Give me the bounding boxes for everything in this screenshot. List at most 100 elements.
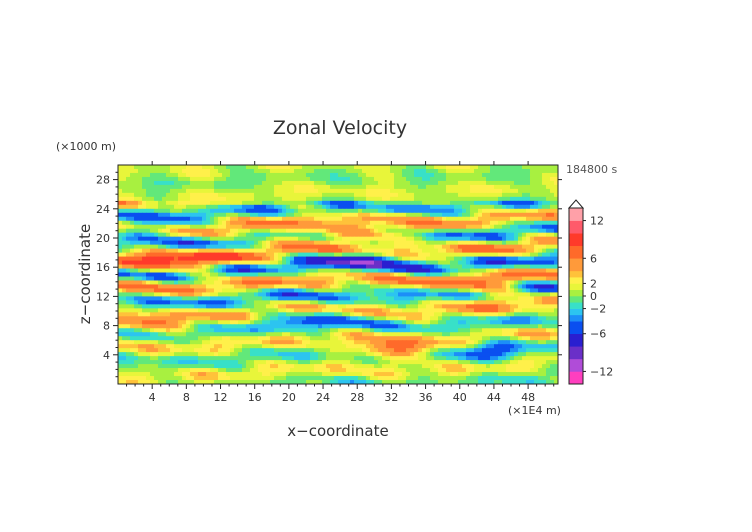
heatmap-cell	[118, 240, 123, 246]
heatmap-cell	[202, 304, 207, 309]
heatmap-cell	[286, 236, 291, 242]
heatmap-cell	[550, 316, 555, 321]
heatmap-cell	[226, 165, 231, 170]
heatmap-cell	[282, 260, 287, 265]
heatmap-cell	[278, 336, 283, 341]
heatmap-cell	[434, 260, 439, 265]
heatmap-cell	[386, 340, 391, 345]
heatmap-cell	[210, 292, 215, 297]
heatmap-cell	[430, 256, 435, 261]
heatmap-cell	[474, 240, 479, 246]
heatmap-cell	[462, 316, 467, 321]
heatmap-cell	[122, 240, 127, 246]
heatmap-cell	[450, 288, 455, 293]
heatmap-cell	[234, 240, 239, 246]
heatmap-cell	[546, 248, 551, 253]
heatmap-cell	[282, 336, 287, 341]
heatmap-cell	[218, 204, 223, 210]
heatmap-cell	[190, 300, 195, 305]
heatmap-cell	[414, 260, 419, 265]
heatmap-cell	[330, 280, 335, 285]
heatmap-cell	[450, 172, 455, 178]
heatmap-cell	[410, 312, 415, 317]
heatmap-cell	[250, 244, 255, 250]
heatmap-cell	[406, 236, 411, 242]
heatmap-cell	[418, 244, 423, 250]
heatmap-cell	[410, 276, 415, 281]
heatmap-cell	[146, 252, 151, 257]
heatmap-cell	[298, 268, 303, 273]
heatmap-cell	[150, 312, 155, 317]
heatmap-cell	[202, 176, 207, 182]
heatmap-cell	[246, 176, 251, 182]
heatmap-cell	[274, 196, 279, 202]
heatmap-cell	[526, 188, 531, 194]
heatmap-cell	[158, 292, 163, 297]
heatmap-cell	[122, 165, 127, 170]
heatmap-cell	[230, 240, 235, 246]
heatmap-cell	[510, 228, 515, 234]
heatmap-cell	[462, 312, 467, 317]
heatmap-cell	[550, 240, 555, 246]
heatmap-cell	[146, 192, 151, 198]
heatmap-cell	[506, 324, 511, 329]
heatmap-cell	[470, 276, 475, 281]
heatmap-cell	[306, 176, 311, 182]
heatmap-cell	[186, 196, 191, 202]
heatmap-cell	[126, 320, 131, 325]
heatmap-cell	[186, 224, 191, 230]
heatmap-cell	[402, 260, 407, 265]
heatmap-cell	[206, 244, 211, 250]
heatmap-cell	[466, 292, 471, 297]
heatmap-cell	[274, 316, 279, 321]
heatmap-cell	[362, 268, 367, 273]
heatmap-cell	[442, 196, 447, 202]
heatmap-cell	[290, 165, 295, 170]
heatmap-cell	[242, 176, 247, 182]
heatmap-cell	[182, 292, 187, 297]
heatmap-cell	[362, 236, 367, 242]
heatmap-cell	[322, 260, 327, 265]
heatmap-cell	[238, 304, 243, 309]
heatmap-cell	[414, 292, 419, 297]
heatmap-cell	[182, 304, 187, 309]
heatmap-cell	[134, 304, 139, 309]
heatmap-cell	[450, 184, 455, 190]
heatmap-cell	[314, 332, 319, 337]
heatmap-cell	[146, 184, 151, 190]
heatmap-cell	[150, 336, 155, 341]
heatmap-cell	[550, 208, 555, 214]
heatmap-cell	[234, 168, 239, 174]
heatmap-cell	[522, 300, 527, 305]
heatmap-cell	[382, 176, 387, 182]
heatmap-cell	[322, 232, 327, 238]
heatmap-cell	[246, 180, 251, 186]
heatmap-cell	[306, 228, 311, 234]
heatmap-cell	[546, 316, 551, 321]
heatmap-cell	[182, 344, 187, 349]
heatmap-cell	[162, 232, 167, 238]
heatmap-cell	[198, 328, 203, 333]
heatmap-cell	[418, 308, 423, 313]
heatmap-cell	[374, 248, 379, 253]
heatmap-cell	[370, 172, 375, 178]
heatmap-cell	[254, 304, 259, 309]
heatmap-cell	[278, 256, 283, 261]
heatmap-cell	[158, 204, 163, 210]
heatmap-cell	[470, 248, 475, 253]
heatmap-cell	[370, 340, 375, 345]
heatmap-cell	[490, 248, 495, 253]
heatmap-cell	[418, 165, 423, 170]
heatmap-cell	[494, 308, 499, 313]
heatmap-cell	[274, 236, 279, 242]
heatmap-cell	[254, 256, 259, 261]
heatmap-cell	[478, 328, 483, 333]
heatmap-cell	[374, 216, 379, 222]
heatmap-cell	[270, 260, 275, 265]
heatmap-cell	[390, 216, 395, 222]
heatmap-cell	[322, 240, 327, 246]
heatmap-cell	[318, 332, 323, 337]
heatmap-cell	[442, 276, 447, 281]
heatmap-cell	[510, 224, 515, 230]
heatmap-cell	[246, 344, 251, 349]
